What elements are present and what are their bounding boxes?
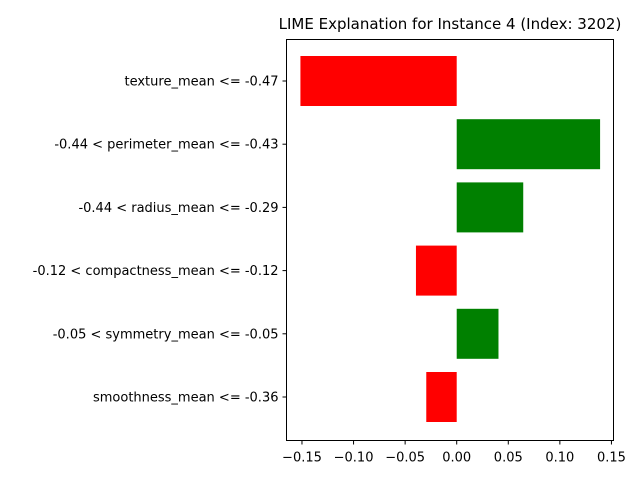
y-axis-ticks: texture_mean <= -0.47 -0.44 < perimeter_m… (33, 75, 287, 406)
x-tick-label: 0.00 (442, 451, 471, 466)
x-tick-label: −0.10 (334, 451, 374, 466)
y-tick-label: -0.05 < symmetry_mean <= -0.05 (53, 327, 279, 342)
chart-title: LIME Explanation for Instance 4 (Index: … (279, 15, 622, 33)
bar-1 (300, 56, 457, 106)
x-tick-label: −0.05 (385, 451, 425, 466)
bar-2 (456, 119, 601, 170)
bar-3 (456, 182, 524, 233)
bars-group (300, 56, 601, 422)
bar-5 (456, 308, 499, 359)
x-tick-label: 0.15 (597, 451, 626, 466)
y-tick-label: -0.12 < compactness_mean <= -0.12 (33, 264, 279, 279)
plot-frame (286, 39, 614, 441)
y-tick-label: smoothness_mean <= -0.36 (93, 391, 279, 406)
bar-4 (415, 245, 457, 296)
bar-6 (426, 372, 457, 422)
x-tick-label: 0.05 (494, 451, 523, 466)
x-tick-label: 0.10 (545, 451, 574, 466)
y-tick-label: texture_mean <= -0.47 (124, 75, 278, 90)
x-tick-label: −0.15 (282, 451, 322, 466)
y-tick-label: -0.44 < radius_mean <= -0.29 (78, 201, 278, 216)
x-axis-ticks: −0.15 −0.10 −0.05 0.00 0.05 0.10 0.15 (282, 440, 626, 466)
y-tick-label: -0.44 < perimeter_mean <= -0.43 (54, 138, 278, 153)
